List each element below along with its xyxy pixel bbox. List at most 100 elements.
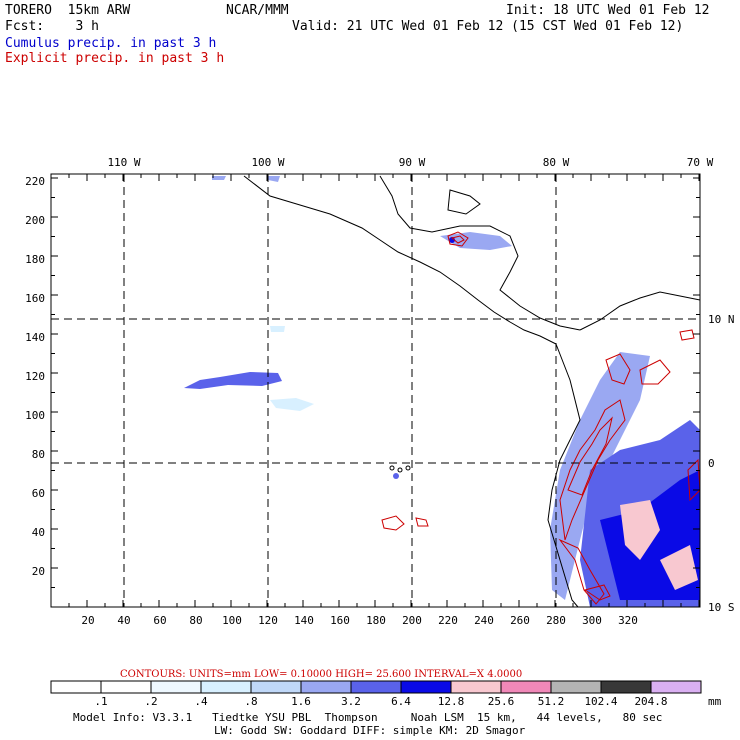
colorbar-label: 25.6 xyxy=(488,695,515,708)
field2-title: Explicit precip. in past 3 h xyxy=(5,51,225,66)
colorbar-swatch xyxy=(150,680,202,694)
colorbar-swatch xyxy=(600,680,652,694)
x-tick-label: 100 xyxy=(222,614,242,627)
lon-label-70w: 70 W xyxy=(687,156,714,169)
contour-info: CONTOURS: UNITS=mm LOW= 0.10000 HIGH= 25… xyxy=(120,669,522,680)
shade-amazon-pink2 xyxy=(660,545,698,590)
shade-top-mid xyxy=(268,176,280,182)
x-tick-label: 140 xyxy=(294,614,314,627)
forecast-hour: Fcst: 3 h xyxy=(5,19,99,34)
colorbar-label: .8 xyxy=(244,695,257,708)
colorbar-label: 102.4 xyxy=(584,695,617,708)
lat-label-10s: 10 S xyxy=(708,601,735,614)
y-tick-label: 220 xyxy=(25,175,45,188)
colorbar-label: 51.2 xyxy=(538,695,565,708)
y-tick-label: 180 xyxy=(25,253,45,266)
x-tick-label: 20 xyxy=(81,614,94,627)
x-tick-labels: 20 40 60 80 100 120 140 160 180 200 220 … xyxy=(81,614,638,627)
colorbar-label: .1 xyxy=(94,695,107,708)
colorbar-swatch xyxy=(100,680,152,694)
y-tick-label: 200 xyxy=(25,214,45,227)
x-tick-label: 260 xyxy=(510,614,530,627)
axis-ticks xyxy=(51,174,700,607)
lon-label-90w: 90 W xyxy=(399,156,426,169)
colorbar-label: .2 xyxy=(144,695,157,708)
galapagos-isle-1 xyxy=(389,465,395,471)
contour-andes-6 xyxy=(583,584,611,601)
coast-lake xyxy=(447,189,481,215)
lat-labels: 10 N 0 10 S xyxy=(708,313,735,614)
shade-top-left xyxy=(212,176,226,180)
model-title: TORERO 15km ARW xyxy=(5,3,131,18)
lat-label-10n: 10 N xyxy=(708,313,735,326)
shade-galapagos xyxy=(393,473,399,479)
field1-title: Cumulus precip. in past 3 h xyxy=(5,36,217,51)
cumulus-precip-shading xyxy=(184,176,700,607)
colorbar-label: 6.4 xyxy=(391,695,411,708)
colorbar-swatch xyxy=(300,680,352,694)
colorbar-swatch xyxy=(400,680,452,694)
y-tick-label: 60 xyxy=(32,487,45,500)
y-tick-label: 140 xyxy=(25,331,45,344)
y-tick-label: 80 xyxy=(32,448,45,461)
init-time: Init: 18 UTC Wed 01 Feb 12 xyxy=(506,3,710,18)
contour-east-1 xyxy=(679,329,695,341)
lon-label-100w: 100 W xyxy=(251,156,284,169)
explicit-precip-contours xyxy=(381,231,701,605)
colorbar-swatch xyxy=(350,680,402,694)
colorbar-swatch xyxy=(550,680,602,694)
colorbar-label: 12.8 xyxy=(438,695,465,708)
valid-time: Valid: 21 UTC Wed 01 Feb 12 (15 CST Wed … xyxy=(292,19,684,34)
colorbar-swatch xyxy=(500,680,552,694)
colorbar: .1 .2 .4 .8 1.6 3.2 6.4 12.8 25.6 51.2 102.4 204.8 xyxy=(50,680,702,708)
contour-pacific-2 xyxy=(415,517,429,527)
contour-honduras xyxy=(447,231,469,247)
contour-andes-5 xyxy=(558,538,605,605)
shade-itcz-band xyxy=(184,372,282,389)
colorbar-swatch xyxy=(50,680,102,694)
shade-honduras-core xyxy=(449,237,455,243)
colorbar-swatch xyxy=(250,680,302,694)
shade-pacific-small xyxy=(270,326,285,332)
x-tick-label: 220 xyxy=(438,614,458,627)
x-tick-label: 120 xyxy=(258,614,278,627)
contour-andes-4 xyxy=(639,359,671,385)
x-tick-label: 180 xyxy=(366,614,386,627)
galapagos-isle-2 xyxy=(397,467,403,473)
x-tick-label: 320 xyxy=(618,614,638,627)
galapagos-isle-3 xyxy=(405,465,411,471)
colorbar-label: 204.8 xyxy=(634,695,667,708)
colorbar-swatch xyxy=(200,680,252,694)
x-tick-label: 200 xyxy=(402,614,422,627)
shade-itcz-light xyxy=(270,398,314,411)
lon-labels: 110 W 100 W 90 W 80 W 70 W xyxy=(107,156,713,169)
contour-andes-1 xyxy=(559,399,626,541)
x-tick-label: 160 xyxy=(330,614,350,627)
x-tick-label: 60 xyxy=(153,614,166,627)
footer-model-info: Model Info: V3.3.1 Tiedtke YSU PBL Thomp… xyxy=(73,711,663,724)
lon-label-110w: 110 W xyxy=(107,156,140,169)
y-tick-labels: 220 200 180 160 140 120 100 80 60 40 20 xyxy=(25,175,45,578)
x-tick-label: 80 xyxy=(189,614,202,627)
shade-amazon-pink xyxy=(620,500,660,560)
colorbar-label: 3.2 xyxy=(341,695,361,708)
x-tick-label: 40 xyxy=(117,614,130,627)
y-tick-label: 100 xyxy=(25,409,45,422)
contour-andes-3 xyxy=(605,353,631,385)
contour-honduras-2 xyxy=(450,235,465,244)
coast-mexico xyxy=(243,175,557,345)
lat-lon-grid xyxy=(51,174,700,607)
colorbar-swatch xyxy=(450,680,502,694)
coast-gulf xyxy=(379,175,581,331)
y-tick-label: 160 xyxy=(25,292,45,305)
lon-label-80w: 80 W xyxy=(543,156,570,169)
footer-physics: LW: Godd SW: Goddard DIFF: simple KM: 2D… xyxy=(214,724,526,737)
y-tick-label: 120 xyxy=(25,370,45,383)
colorbar-unit: mm xyxy=(708,695,722,708)
contour-pacific xyxy=(381,515,405,531)
contour-andes-2 xyxy=(567,416,613,496)
x-tick-label: 300 xyxy=(582,614,602,627)
x-tick-label: 240 xyxy=(474,614,494,627)
colorbar-swatch xyxy=(650,680,702,694)
